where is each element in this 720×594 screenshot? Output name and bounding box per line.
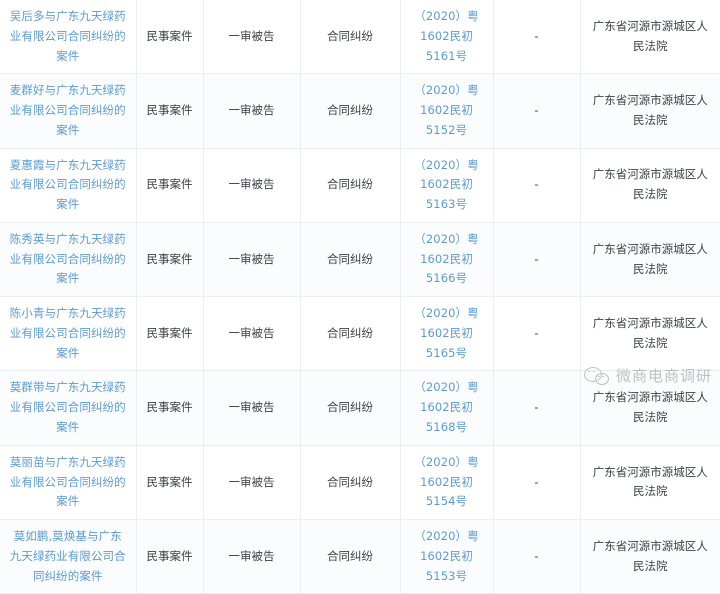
case-cause-cell: 合同纠纷 bbox=[300, 0, 401, 74]
case-court-cell: 广东省河源市源城区人民法院 bbox=[592, 18, 708, 53]
case-amount-cell: - bbox=[493, 222, 581, 297]
case-cause-cell: 合同纠纷 bbox=[300, 148, 401, 223]
party-role-cell: 一审被告 bbox=[203, 73, 301, 149]
party-role-cell: 一审被告 bbox=[203, 445, 301, 520]
party-role-cell: 一审被告 bbox=[203, 519, 301, 594]
party-role-cell: 一审被告 bbox=[203, 296, 301, 371]
case-court-cell: 广东省河源市源城区人民法院 bbox=[592, 464, 708, 499]
case-name-cell-link[interactable]: 夏惠霞与广东九天绿药业有限公司合同纠纷的案件 bbox=[9, 157, 126, 212]
case-name-cell-link[interactable]: 莫丽苗与广东九天绿药业有限公司合同纠纷的案件 bbox=[9, 454, 126, 509]
case-name-cell[interactable]: 陈小青与广东九天绿药业有限公司合同纠纷的案件 bbox=[0, 296, 137, 371]
case-cause-cell: 合同纠纷 bbox=[300, 222, 401, 297]
case-number-cell-link[interactable]: （2020）粤1602民初5166号 bbox=[414, 231, 479, 286]
case-type-cell: 民事案件 bbox=[136, 222, 204, 297]
case-name-cell[interactable]: 莫丽苗与广东九天绿药业有限公司合同纠纷的案件 bbox=[0, 445, 137, 520]
case-court-cell: 广东省河源市源城区人民法院 bbox=[592, 316, 708, 350]
case-type-cell: 民事案件 bbox=[136, 370, 204, 446]
case-name-cell-link[interactable]: 吴后多与广东九天绿药业有限公司合同纠纷的案件 bbox=[9, 9, 126, 63]
case-number-cell[interactable]: （2020）粤1602民初5163号 bbox=[400, 148, 494, 223]
case-number-cell-link[interactable]: （2020）粤1602民初5168号 bbox=[414, 380, 479, 435]
case-name-cell-link[interactable]: 莫群带与广东九天绿药业有限公司合同纠纷的案件 bbox=[9, 380, 126, 435]
case-number-cell[interactable]: （2020）粤1602民初5153号 bbox=[400, 519, 494, 594]
case-type-cell: 民事案件 bbox=[136, 0, 204, 74]
case-number-cell[interactable]: （2020）粤1602民初5154号 bbox=[400, 445, 494, 520]
case-amount-cell: - bbox=[493, 0, 581, 74]
case-name-cell-link[interactable]: 陈秀英与广东九天绿药业有限公司合同纠纷的案件 bbox=[9, 231, 126, 286]
case-number-cell[interactable]: （2020）粤1602民初5168号 bbox=[400, 370, 494, 446]
case-name-cell-link[interactable]: 陈小青与广东九天绿药业有限公司合同纠纷的案件 bbox=[9, 306, 126, 360]
case-court-cell: 广东省河源市源城区人民法院 bbox=[592, 241, 708, 276]
table-row: 吴后多与广东九天绿药业有限公司合同纠纷的案件 民事案件 一审被告 合同纠纷 （2020）… bbox=[0, 0, 720, 74]
case-number-cell-link[interactable]: （2020）粤1602民初5165号 bbox=[414, 306, 479, 360]
case-type-cell: 民事案件 bbox=[136, 296, 204, 371]
case-number-cell-link[interactable]: （2020）粤1602民初5153号 bbox=[414, 529, 479, 583]
case-name-cell[interactable]: 陈秀英与广东九天绿药业有限公司合同纠纷的案件 bbox=[0, 222, 137, 297]
case-name-cell[interactable]: 麦群好与广东九天绿药业有限公司合同纠纷的案件 bbox=[0, 73, 137, 149]
case-type-cell: 民事案件 bbox=[136, 148, 204, 223]
case-type-cell: 民事案件 bbox=[136, 519, 204, 594]
table-row: 麦群好与广东九天绿药业有限公司合同纠纷的案件 民事案件 一审被告 合同纠纷 （2020）… bbox=[0, 73, 720, 149]
party-role-cell: 一审被告 bbox=[203, 370, 301, 446]
case-type-cell: 民事案件 bbox=[136, 73, 204, 149]
party-role-cell: 一审被告 bbox=[203, 222, 301, 297]
table-row: 陈秀英与广东九天绿药业有限公司合同纠纷的案件 民事案件 一审被告 合同纠纷 （2020）… bbox=[0, 222, 720, 297]
table-row: 夏惠霞与广东九天绿药业有限公司合同纠纷的案件 民事案件 一审被告 合同纠纷 （2020）… bbox=[0, 148, 720, 223]
case-amount-cell: - bbox=[493, 370, 581, 446]
case-court-cell: 广东省河源市源城区人民法院 bbox=[592, 390, 708, 425]
case-amount-cell: - bbox=[493, 296, 581, 371]
case-court-cell: 广东省河源市源城区人民法院 bbox=[592, 167, 708, 202]
case-amount-cell: - bbox=[493, 445, 581, 520]
table-row: 莫如鹏,莫焕基与广东九天绿药业有限公司合同纠纷的案件 民事案件 一审被告 合同纠纷 （2… bbox=[0, 519, 720, 594]
case-amount-cell: - bbox=[493, 148, 581, 223]
case-cause-cell: 合同纠纷 bbox=[300, 519, 401, 594]
table-row: 莫群带与广东九天绿药业有限公司合同纠纷的案件 民事案件 一审被告 合同纠纷 （2020）… bbox=[0, 370, 720, 446]
case-number-cell[interactable]: （2020）粤1602民初5166号 bbox=[400, 222, 494, 297]
party-role-cell: 一审被告 bbox=[203, 148, 301, 223]
case-court-cell: 广东省河源市源城区人民法院 bbox=[592, 538, 708, 573]
case-name-cell-link[interactable]: 麦群好与广东九天绿药业有限公司合同纠纷的案件 bbox=[9, 83, 126, 137]
case-number-cell-link[interactable]: （2020）粤1602民初5163号 bbox=[414, 157, 479, 212]
case-type-cell: 民事案件 bbox=[136, 445, 204, 520]
case-name-cell[interactable]: 莫如鹏,莫焕基与广东九天绿药业有限公司合同纠纷的案件 bbox=[0, 519, 137, 594]
party-role-cell: 一审被告 bbox=[203, 0, 301, 74]
case-court-cell: 广东省河源市源城区人民法院 bbox=[592, 93, 708, 127]
case-name-cell[interactable]: 莫群带与广东九天绿药业有限公司合同纠纷的案件 bbox=[0, 370, 137, 446]
case-number-cell-link[interactable]: （2020）粤1602民初5161号 bbox=[414, 9, 479, 63]
case-cause-cell: 合同纠纷 bbox=[300, 296, 401, 371]
case-number-cell-link[interactable]: （2020）粤1602民初5154号 bbox=[414, 454, 479, 509]
case-number-cell-link[interactable]: （2020）粤1602民初5152号 bbox=[414, 83, 479, 137]
case-cause-cell: 合同纠纷 bbox=[300, 445, 401, 520]
case-cause-cell: 合同纠纷 bbox=[300, 73, 401, 149]
case-amount-cell: - bbox=[493, 519, 581, 594]
case-name-cell[interactable]: 吴后多与广东九天绿药业有限公司合同纠纷的案件 bbox=[0, 0, 137, 74]
table-row: 陈小青与广东九天绿药业有限公司合同纠纷的案件 民事案件 一审被告 合同纠纷 （2020）… bbox=[0, 296, 720, 371]
case-number-cell[interactable]: （2020）粤1602民初5161号 bbox=[400, 0, 494, 74]
case-number-cell[interactable]: （2020）粤1602民初5152号 bbox=[400, 73, 494, 149]
case-number-cell[interactable]: （2020）粤1602民初5165号 bbox=[400, 296, 494, 371]
table-row: 莫丽苗与广东九天绿药业有限公司合同纠纷的案件 民事案件 一审被告 合同纠纷 （2020）… bbox=[0, 445, 720, 520]
case-cause-cell: 合同纠纷 bbox=[300, 370, 401, 446]
case-amount-cell: - bbox=[493, 73, 581, 149]
case-name-cell-link[interactable]: 莫如鹏,莫焕基与广东九天绿药业有限公司合同纠纷的案件 bbox=[9, 529, 126, 583]
case-name-cell[interactable]: 夏惠霞与广东九天绿药业有限公司合同纠纷的案件 bbox=[0, 148, 137, 223]
